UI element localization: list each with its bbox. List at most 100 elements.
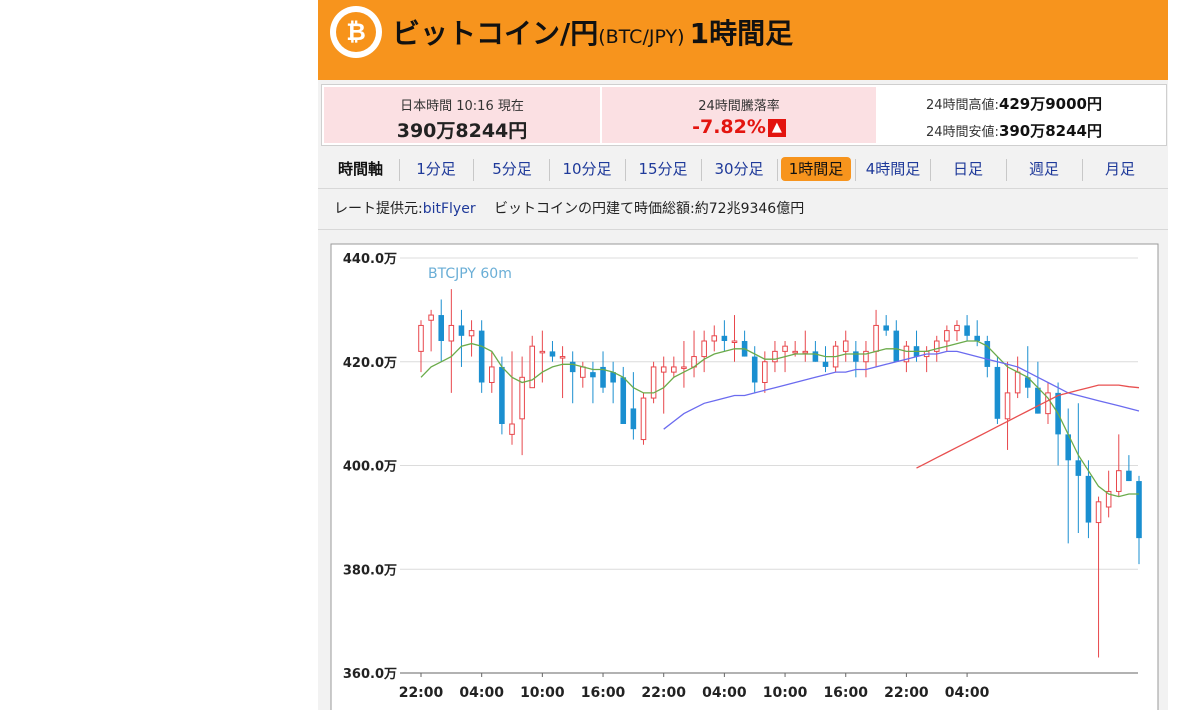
candle-body	[954, 324, 960, 332]
candle-body	[1136, 481, 1142, 539]
candle-body	[772, 350, 778, 363]
timeframe-daily[interactable]: 日足	[952, 160, 983, 178]
info-bar: レート提供元:bitFlyer ビットコインの円建て時価総額:約72兆9346億…	[318, 190, 1168, 230]
timeframe-1m[interactable]: 1分足	[416, 160, 456, 178]
candle-body	[1075, 460, 1082, 476]
title-pair: (BTC/JPY)	[598, 26, 685, 48]
candle-body	[1105, 490, 1112, 508]
x-tick-label: 10:00	[520, 685, 565, 701]
x-tick-label: 10:00	[763, 685, 808, 701]
candle-body	[711, 335, 718, 342]
timeframe-weekly[interactable]: 週足	[1028, 160, 1059, 178]
candle-body	[600, 366, 606, 388]
candle-body	[539, 350, 546, 354]
candle-body	[782, 345, 788, 352]
candle-body	[883, 325, 889, 331]
candle-body	[1004, 392, 1011, 420]
candle-body	[569, 361, 576, 373]
series-line-2	[663, 350, 1140, 430]
candle-body	[1014, 371, 1021, 394]
x-tick-label: 22:00	[641, 685, 686, 701]
candle-body	[559, 356, 566, 359]
candle-body	[1024, 377, 1031, 388]
y-tick-label: 380.0万	[343, 563, 397, 578]
change-box: 24時間騰落率 -7.82% ▲	[602, 87, 876, 143]
candle-body	[853, 351, 859, 362]
candle-body	[478, 330, 485, 383]
timeframe-monthly[interactable]: 月足	[1104, 160, 1135, 178]
divider	[930, 159, 931, 181]
series-line-3	[916, 384, 1140, 469]
candle-body	[974, 335, 980, 341]
candle-body	[802, 350, 809, 354]
candle-body	[428, 314, 434, 321]
candle-body	[458, 325, 465, 336]
candle-body	[620, 377, 627, 424]
high-value: 429万9000円	[998, 95, 1102, 113]
x-tick-label: 16:00	[823, 685, 868, 701]
timeframe-5m[interactable]: 5分足	[492, 160, 532, 178]
divider	[549, 159, 550, 181]
divider	[855, 159, 856, 181]
x-tick-label: 04:00	[702, 685, 747, 701]
chart-grid	[330, 243, 1159, 710]
candle-body	[630, 408, 637, 430]
divider	[1006, 159, 1007, 181]
candle-body	[640, 397, 647, 441]
candle-body	[842, 340, 849, 352]
series-label: BTCJPY 60m	[428, 266, 512, 282]
candle-body	[933, 340, 940, 352]
market-cap-text: ビットコインの円建て時価総額:約72兆9346億円	[494, 201, 805, 217]
candle-body	[529, 345, 536, 389]
title-timeframe: 1時間足	[689, 17, 794, 50]
candle-body	[580, 366, 586, 378]
divider	[625, 159, 626, 181]
high-label: 24時間高値:	[926, 98, 999, 113]
candle-body	[448, 324, 455, 342]
y-tick-label: 400.0万	[343, 460, 397, 475]
timeframe-10m[interactable]: 10分足	[562, 160, 612, 178]
chart-frame	[330, 243, 1159, 710]
current-price-box: 日本時間 10:16 現在 390万8244円	[324, 87, 600, 143]
candle-body	[438, 315, 445, 341]
provider-link[interactable]: bitFlyer	[422, 201, 476, 217]
candle-body	[964, 325, 970, 336]
low-row: 24時間安値:390万8244円	[878, 120, 1164, 141]
candle-body	[468, 330, 475, 337]
high-low-box: 24時間高値:429万9000円 24時間安値:390万8244円	[878, 87, 1164, 143]
candle-body	[499, 366, 505, 424]
y-tick-label: 440.0万	[343, 252, 397, 267]
candle-body	[418, 324, 424, 352]
title-main: ビットコイン/円	[392, 17, 599, 50]
candle-body	[590, 372, 596, 378]
candle-body	[944, 330, 950, 342]
candle-body	[660, 366, 667, 373]
moving-average-lines	[420, 340, 1140, 498]
divider	[1082, 159, 1083, 181]
x-tick-label: 04:00	[459, 685, 504, 701]
x-tick-label: 16:00	[581, 685, 626, 701]
x-tick-label: 04:00	[945, 685, 990, 701]
current-time-label: 日本時間 10:16 現在	[400, 99, 524, 114]
low-value: 390万8244円	[998, 122, 1102, 140]
candle-body	[1045, 392, 1051, 415]
y-tick-label: 420.0万	[343, 356, 397, 371]
timeframe-15m[interactable]: 15分足	[638, 160, 688, 178]
candle-body	[721, 335, 728, 341]
provider-label: レート提供元:	[334, 201, 423, 217]
timeframe-bar: 時間軸 1分足 5分足 10分足 15分足 30分足 1時間足 4時間足 日足 …	[318, 150, 1168, 189]
bitcoin-icon: ₿	[336, 12, 376, 52]
divider	[399, 159, 400, 181]
candle-body	[822, 361, 829, 367]
timeframe-30m[interactable]: 30分足	[714, 160, 764, 178]
timeframe-1h[interactable]: 1時間足	[781, 157, 851, 181]
change-value-row: -7.82% ▲	[602, 116, 876, 138]
candle-body	[1095, 501, 1102, 524]
high-row: 24時間高値:429万9000円	[878, 93, 1164, 114]
candle-body	[489, 366, 495, 383]
candle-body	[610, 372, 616, 383]
timeframe-4h[interactable]: 4時間足	[865, 160, 921, 178]
candle-body	[1115, 470, 1122, 492]
candle-body	[863, 350, 869, 363]
candle-body	[1035, 387, 1041, 414]
